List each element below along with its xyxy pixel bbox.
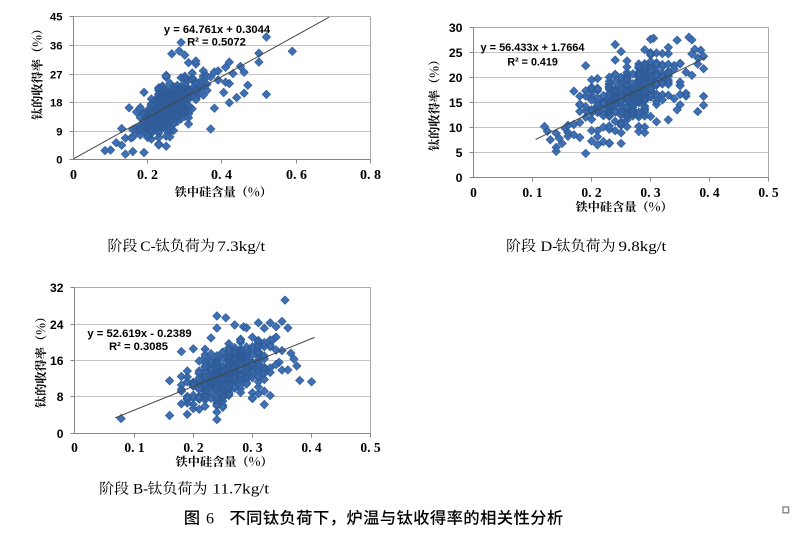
svg-text:9: 9 xyxy=(56,127,62,139)
svg-text:8: 8 xyxy=(57,390,64,404)
svg-text:16: 16 xyxy=(50,354,64,368)
svg-text:0: 0 xyxy=(57,427,64,441)
svg-text:10: 10 xyxy=(449,121,463,135)
svg-text:R² = 0.5072: R² = 0.5072 xyxy=(187,37,246,49)
svg-text:0: 0 xyxy=(56,155,62,167)
svg-text:24: 24 xyxy=(50,318,64,332)
svg-text:C-: C- xyxy=(140,239,155,255)
svg-text:R² = 0.419: R² = 0.419 xyxy=(507,56,558,68)
svg-text:5: 5 xyxy=(456,146,463,160)
svg-text:0. 4: 0. 4 xyxy=(211,168,232,183)
svg-text:0. 2: 0. 2 xyxy=(183,440,204,455)
svg-text:9.8kg/t: 9.8kg/t xyxy=(619,239,668,255)
svg-text:y = 56.433x + 1.7664: y = 56.433x + 1.7664 xyxy=(481,42,586,54)
svg-text:0. 2: 0. 2 xyxy=(137,168,158,183)
svg-text:B-: B- xyxy=(133,482,148,498)
svg-text:y = 64.761x + 0.3044: y = 64.761x + 0.3044 xyxy=(164,24,271,36)
svg-text:0. 6: 0. 6 xyxy=(286,168,307,183)
svg-text:30: 30 xyxy=(449,21,463,35)
svg-text:0. 5: 0. 5 xyxy=(758,185,779,200)
svg-text:y = 52.619x - 0.2389: y = 52.619x - 0.2389 xyxy=(87,328,191,340)
svg-text:0. 8: 0. 8 xyxy=(360,168,381,183)
svg-text:R² = 0.3085: R² = 0.3085 xyxy=(109,341,168,353)
svg-text:45: 45 xyxy=(50,12,62,24)
svg-text:0. 5: 0. 5 xyxy=(360,440,381,455)
svg-text:18: 18 xyxy=(50,98,62,110)
svg-text:0. 2: 0. 2 xyxy=(581,185,602,200)
svg-text:7.3kg/t: 7.3kg/t xyxy=(217,239,266,255)
svg-text:32: 32 xyxy=(50,281,64,295)
svg-text:0: 0 xyxy=(456,171,463,185)
svg-text:20: 20 xyxy=(449,71,463,85)
svg-text:6: 6 xyxy=(206,511,214,528)
svg-text:0. 4: 0. 4 xyxy=(301,440,322,455)
svg-text:25: 25 xyxy=(449,46,463,60)
svg-text:D-: D- xyxy=(541,239,558,255)
svg-text:0: 0 xyxy=(70,168,77,183)
svg-text:11.7kg/t: 11.7kg/t xyxy=(212,482,270,498)
svg-text:0. 4: 0. 4 xyxy=(699,185,720,200)
svg-text:0: 0 xyxy=(470,185,477,200)
svg-text:36: 36 xyxy=(50,41,62,53)
svg-text:0. 3: 0. 3 xyxy=(242,440,263,455)
svg-text:15: 15 xyxy=(449,96,463,110)
svg-text:0. 1: 0. 1 xyxy=(522,185,543,200)
svg-text:27: 27 xyxy=(50,70,62,82)
svg-text:0. 1: 0. 1 xyxy=(124,440,145,455)
svg-text:0: 0 xyxy=(71,440,78,455)
svg-text:0. 3: 0. 3 xyxy=(640,185,661,200)
